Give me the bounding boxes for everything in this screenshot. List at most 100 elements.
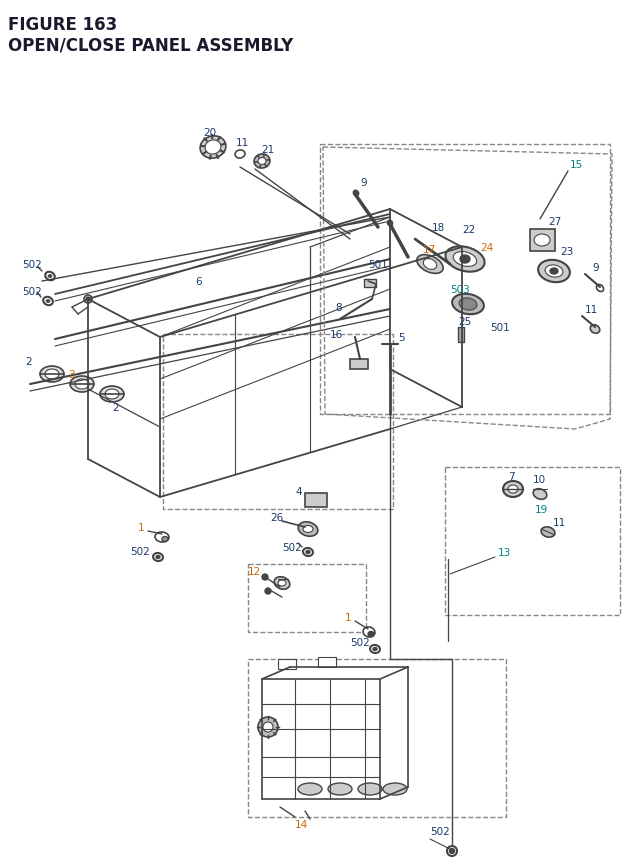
Text: 25: 25 bbox=[458, 317, 471, 326]
Ellipse shape bbox=[328, 784, 352, 795]
Text: 23: 23 bbox=[560, 247, 573, 257]
Ellipse shape bbox=[303, 526, 313, 533]
Text: 1: 1 bbox=[138, 523, 145, 532]
Ellipse shape bbox=[449, 848, 454, 853]
Bar bbox=[320, 145, 610, 414]
Ellipse shape bbox=[153, 554, 163, 561]
Bar bbox=[248, 660, 506, 817]
Ellipse shape bbox=[48, 276, 52, 278]
Ellipse shape bbox=[303, 548, 313, 556]
Ellipse shape bbox=[417, 256, 443, 274]
Circle shape bbox=[84, 295, 92, 304]
Text: 5: 5 bbox=[398, 332, 404, 343]
Circle shape bbox=[263, 722, 273, 732]
Text: 10: 10 bbox=[533, 474, 546, 485]
Text: 11: 11 bbox=[236, 138, 248, 148]
Ellipse shape bbox=[590, 325, 600, 334]
Ellipse shape bbox=[45, 369, 59, 380]
Bar bbox=[530, 230, 555, 251]
Ellipse shape bbox=[298, 784, 322, 795]
Ellipse shape bbox=[298, 522, 318, 536]
Text: 502: 502 bbox=[22, 260, 42, 269]
Ellipse shape bbox=[200, 137, 226, 159]
Ellipse shape bbox=[105, 389, 119, 400]
Ellipse shape bbox=[383, 784, 407, 795]
Text: 502: 502 bbox=[130, 547, 150, 556]
Text: 16: 16 bbox=[330, 330, 343, 339]
Text: 15: 15 bbox=[570, 160, 583, 170]
Text: 24: 24 bbox=[480, 243, 493, 253]
Ellipse shape bbox=[387, 221, 392, 226]
Ellipse shape bbox=[235, 151, 245, 158]
Text: 9: 9 bbox=[360, 177, 367, 188]
Ellipse shape bbox=[452, 294, 484, 315]
Ellipse shape bbox=[75, 380, 89, 389]
Ellipse shape bbox=[596, 285, 604, 292]
Ellipse shape bbox=[447, 846, 457, 856]
Text: 12: 12 bbox=[248, 567, 261, 576]
Text: 11: 11 bbox=[553, 517, 566, 528]
Ellipse shape bbox=[278, 580, 286, 586]
Ellipse shape bbox=[274, 577, 290, 590]
Ellipse shape bbox=[254, 155, 270, 169]
Ellipse shape bbox=[358, 784, 382, 795]
Circle shape bbox=[262, 574, 268, 580]
Circle shape bbox=[265, 588, 271, 594]
Ellipse shape bbox=[100, 387, 124, 403]
Ellipse shape bbox=[453, 252, 477, 267]
Text: 22: 22 bbox=[462, 225, 476, 235]
Bar bbox=[163, 335, 393, 510]
Text: 502: 502 bbox=[350, 637, 370, 647]
Ellipse shape bbox=[162, 537, 168, 542]
Text: 7: 7 bbox=[508, 472, 515, 481]
Ellipse shape bbox=[445, 247, 484, 272]
Bar bbox=[445, 468, 620, 616]
Text: 8: 8 bbox=[335, 303, 342, 313]
Ellipse shape bbox=[533, 489, 547, 499]
Text: 3: 3 bbox=[68, 369, 75, 380]
Ellipse shape bbox=[460, 256, 470, 263]
Ellipse shape bbox=[43, 297, 53, 306]
Ellipse shape bbox=[503, 481, 523, 498]
Text: 14: 14 bbox=[295, 819, 308, 829]
Ellipse shape bbox=[353, 191, 358, 196]
Ellipse shape bbox=[423, 259, 436, 270]
Ellipse shape bbox=[155, 532, 169, 542]
Ellipse shape bbox=[306, 551, 310, 554]
Ellipse shape bbox=[363, 627, 375, 637]
Bar bbox=[364, 280, 376, 288]
Ellipse shape bbox=[46, 300, 50, 303]
Bar bbox=[278, 660, 296, 669]
Text: FIGURE 163: FIGURE 163 bbox=[8, 16, 117, 34]
Text: 502: 502 bbox=[430, 826, 450, 836]
Ellipse shape bbox=[258, 158, 266, 165]
Text: 13: 13 bbox=[498, 548, 511, 557]
Text: 501: 501 bbox=[490, 323, 509, 332]
Text: 6: 6 bbox=[195, 276, 202, 287]
Ellipse shape bbox=[70, 376, 94, 393]
Ellipse shape bbox=[205, 140, 221, 155]
Ellipse shape bbox=[370, 645, 380, 653]
Text: 21: 21 bbox=[261, 145, 275, 155]
Text: 20: 20 bbox=[204, 127, 216, 138]
Bar bbox=[458, 328, 464, 343]
Text: 18: 18 bbox=[432, 223, 445, 232]
Ellipse shape bbox=[534, 235, 550, 247]
Text: 502: 502 bbox=[282, 542, 301, 553]
Text: OPEN/CLOSE PANEL ASSEMBLY: OPEN/CLOSE PANEL ASSEMBLY bbox=[8, 36, 293, 54]
Ellipse shape bbox=[373, 647, 377, 651]
Ellipse shape bbox=[156, 556, 160, 559]
Text: 19: 19 bbox=[535, 505, 548, 514]
Circle shape bbox=[258, 717, 278, 737]
Text: 502: 502 bbox=[22, 287, 42, 297]
Ellipse shape bbox=[541, 527, 555, 537]
Text: 501: 501 bbox=[368, 260, 388, 269]
Ellipse shape bbox=[538, 261, 570, 283]
Ellipse shape bbox=[368, 632, 374, 637]
Text: 17: 17 bbox=[423, 245, 436, 255]
Bar bbox=[305, 493, 327, 507]
Text: 9: 9 bbox=[592, 263, 598, 273]
Text: 2: 2 bbox=[112, 403, 118, 412]
Text: 11: 11 bbox=[585, 305, 598, 314]
Bar bbox=[318, 657, 336, 667]
